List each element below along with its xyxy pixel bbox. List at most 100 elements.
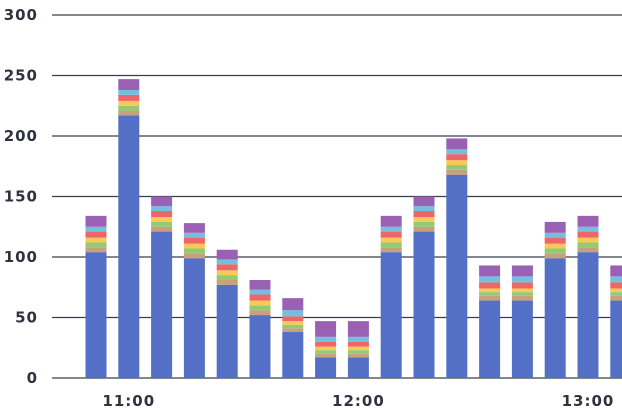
bar-segment-s1 xyxy=(216,284,238,378)
bar-segment-s2 xyxy=(511,295,533,301)
bar-segment-s1 xyxy=(577,252,599,378)
bar-segment-s5 xyxy=(216,264,238,271)
bar-segment-s4 xyxy=(85,237,107,243)
bar-segment-s7 xyxy=(118,79,140,91)
bar-segment-s4 xyxy=(479,288,501,293)
bar-segment-s2 xyxy=(479,295,501,301)
bar-segment-s4 xyxy=(118,100,140,106)
bar-stack-6 xyxy=(249,279,271,378)
bar-segment-s6 xyxy=(446,149,468,155)
bar-segment-s3 xyxy=(85,242,107,248)
bar-segment-s4 xyxy=(347,346,369,351)
bar-segment-s1 xyxy=(151,231,173,378)
bar-segment-s3 xyxy=(544,248,566,254)
bar-segment-s3 xyxy=(380,242,402,248)
bars-layer xyxy=(85,79,622,379)
bar-segment-s7 xyxy=(249,279,271,290)
bar-segment-s4 xyxy=(216,270,238,276)
bar-stack-1 xyxy=(85,215,107,378)
bar-segment-s5 xyxy=(347,341,369,347)
bar-segment-s7 xyxy=(577,215,599,227)
bar-segment-s7 xyxy=(610,265,622,277)
bar-segment-s5 xyxy=(577,231,599,238)
bar-segment-s4 xyxy=(610,288,622,293)
bar-stack-12 xyxy=(446,138,468,378)
bar-segment-s3 xyxy=(446,165,468,170)
bar-segment-s7 xyxy=(511,265,533,277)
y-axis-tick-labels: 0 50 100 150 200 250 300 xyxy=(4,6,38,387)
bar-segment-s1 xyxy=(347,357,369,378)
bar-segment-s2 xyxy=(282,328,304,333)
grid-layer xyxy=(52,14,622,379)
bar-segment-s1 xyxy=(446,174,468,378)
bar-segment-s2 xyxy=(544,253,566,259)
bar-segment-s3 xyxy=(577,242,599,248)
bar-segment-s7 xyxy=(479,265,501,277)
bar-segment-s5 xyxy=(446,154,468,161)
bar-segment-s7 xyxy=(183,223,205,233)
bar-segment-s1 xyxy=(413,231,435,378)
bar-segment-s5 xyxy=(118,94,140,101)
bar-segment-s2 xyxy=(610,295,622,301)
y-tick-label: 0 xyxy=(27,369,38,387)
bar-segment-s4 xyxy=(282,321,304,325)
bar-segment-s7 xyxy=(151,196,173,207)
bar-segment-s4 xyxy=(315,346,337,351)
bar-segment-s7 xyxy=(446,138,468,150)
bar-segment-s5 xyxy=(249,294,271,301)
bar-stack-13 xyxy=(479,265,501,378)
bar-segment-s4 xyxy=(446,160,468,166)
bar-segment-s1 xyxy=(118,115,140,379)
bar-stack-15 xyxy=(544,221,566,378)
bar-segment-s7 xyxy=(347,321,369,337)
bar-segment-s3 xyxy=(183,248,205,254)
y-tick-label: 250 xyxy=(4,67,38,85)
bar-segment-s6 xyxy=(577,226,599,232)
bar-segment-s5 xyxy=(544,237,566,244)
bar-segment-s5 xyxy=(380,231,402,238)
y-tick-label: 150 xyxy=(4,188,38,206)
bar-segment-s7 xyxy=(380,215,402,227)
bar-stack-7 xyxy=(282,298,304,378)
bar-segment-s6 xyxy=(85,226,107,232)
bar-segment-s1 xyxy=(315,357,337,378)
y-tick-label: 200 xyxy=(4,127,38,145)
bar-segment-s2 xyxy=(183,253,205,259)
bar-segment-s7 xyxy=(216,249,238,260)
bar-segment-s2 xyxy=(413,226,435,232)
bar-segment-s3 xyxy=(479,292,501,296)
bar-segment-s5 xyxy=(479,282,501,289)
bar-stack-4 xyxy=(183,223,205,378)
bar-stack-11 xyxy=(413,196,435,378)
bar-stack-16 xyxy=(577,215,599,378)
bar-segment-s6 xyxy=(610,276,622,283)
bar-segment-s4 xyxy=(380,237,402,243)
bar-segment-s1 xyxy=(511,300,533,378)
bar-segment-s4 xyxy=(183,243,205,249)
bar-segment-s6 xyxy=(151,206,173,212)
bar-segment-s5 xyxy=(151,211,173,218)
x-tick-label: 12:00 xyxy=(332,392,385,410)
bar-segment-s6 xyxy=(249,289,271,295)
bar-segment-s2 xyxy=(380,247,402,253)
bar-segment-s2 xyxy=(315,353,337,358)
bar-segment-s3 xyxy=(413,221,435,227)
bar-segment-s6 xyxy=(216,259,238,265)
bar-segment-s7 xyxy=(85,215,107,227)
bar-segment-s3 xyxy=(347,350,369,354)
bar-segment-s2 xyxy=(85,247,107,253)
bar-segment-s3 xyxy=(118,105,140,111)
bar-segment-s4 xyxy=(249,300,271,306)
bar-segment-s7 xyxy=(544,221,566,233)
bar-segment-s2 xyxy=(446,169,468,175)
bar-segment-s5 xyxy=(610,282,622,289)
bar-stack-2 xyxy=(118,79,140,379)
bar-segment-s7 xyxy=(282,298,304,311)
bar-segment-s6 xyxy=(315,336,337,342)
bar-segment-s6 xyxy=(479,276,501,283)
bar-segment-s1 xyxy=(544,258,566,378)
bar-segment-s6 xyxy=(282,310,304,317)
bar-segment-s5 xyxy=(85,231,107,238)
bar-segment-s4 xyxy=(577,237,599,243)
y-tick-label: 100 xyxy=(4,248,38,266)
